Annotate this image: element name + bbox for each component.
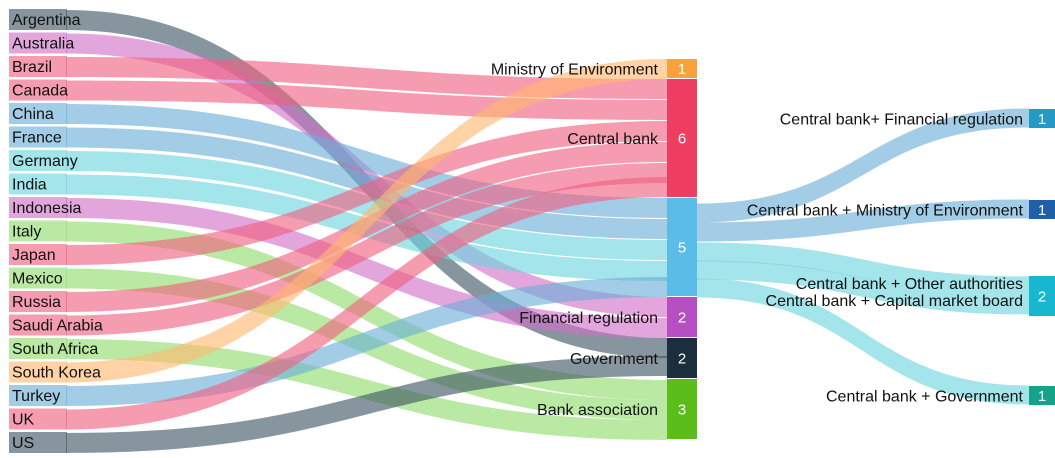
link-japan xyxy=(66,121,667,265)
country-bar-mexico xyxy=(9,267,67,289)
right-node-label-central-bank-financial-regulation: Central bank+ Financial regulation xyxy=(780,112,1023,129)
country-bar-china xyxy=(9,103,67,124)
link-right-3 xyxy=(697,242,1029,296)
link-uk xyxy=(66,177,667,430)
link-indonesia xyxy=(66,198,667,338)
country-label-brazil: Brazil xyxy=(12,59,52,76)
country-label-mexico: Mexico xyxy=(12,271,63,288)
right-node-value-3: 2 xyxy=(1038,289,1046,306)
country-bar-italy xyxy=(9,220,67,242)
right-node-box-3 xyxy=(1029,276,1055,316)
link-us xyxy=(66,356,667,453)
right-node-box-2 xyxy=(1029,200,1055,219)
right-node-box-4 xyxy=(1029,386,1055,405)
country-label-south-africa: South Africa xyxy=(12,341,98,358)
right-node-value-4: 1 xyxy=(1038,388,1046,405)
country-bar-russia xyxy=(9,291,67,312)
link-saudi-arabia xyxy=(66,163,667,336)
country-label-germany: Germany xyxy=(12,153,78,170)
right-node-label-central-bank-ministry-of-environment: Central bank + Ministry of Environment xyxy=(747,203,1024,220)
country-label-south-korea: South Korea xyxy=(12,365,101,382)
country-label-us: US xyxy=(12,435,34,452)
node-box-financial-regulation xyxy=(667,297,697,337)
country-label-india: India xyxy=(12,177,47,194)
link-turkey xyxy=(66,277,667,406)
node-label-central-bank: Central bank xyxy=(567,131,659,148)
country-bar-france xyxy=(9,126,67,148)
node-box-ministry-of-environment xyxy=(667,59,697,78)
country-bar-uk xyxy=(9,408,67,430)
country-label-indonesia: Indonesia xyxy=(12,200,81,217)
node-label-financial-regulation: Financial regulation xyxy=(519,310,658,327)
country-label-japan: Japan xyxy=(12,247,56,264)
link-right-2 xyxy=(697,199,1029,242)
right-node-value-1: 1 xyxy=(1038,111,1046,128)
country-label-france: France xyxy=(12,130,62,147)
node-value-4: 2 xyxy=(678,310,686,327)
country-bar-canada xyxy=(9,79,67,101)
node-value-3: 5 xyxy=(678,240,686,257)
country-bar-india xyxy=(9,173,67,195)
country-label-italy: Italy xyxy=(12,224,41,241)
link-brazil xyxy=(66,57,667,99)
country-label-turkey: Turkey xyxy=(12,388,60,405)
node-label-government: Government xyxy=(570,351,659,368)
right-node-box-1 xyxy=(1029,109,1055,128)
country-bar-japan xyxy=(9,244,67,265)
country-bar-australia xyxy=(9,32,67,54)
country-labels: Argentina Australia Brazil Canada China Franc… xyxy=(9,9,103,453)
node-box-bank-association xyxy=(667,379,697,439)
link-right-5 xyxy=(697,278,1029,405)
links-layer xyxy=(66,10,1029,453)
node-box-central-bank xyxy=(667,79,697,197)
node-box-central-bank-plus-other xyxy=(667,198,697,296)
country-label-canada: Canada xyxy=(12,83,68,100)
link-right-4 xyxy=(697,260,1029,315)
country-bar-germany xyxy=(9,150,67,171)
country-bar-turkey xyxy=(9,385,67,406)
node-box-government xyxy=(667,338,697,378)
node-label-ministry-of-environment: Ministry of Environment xyxy=(491,62,659,79)
node-label-bank-association: Bank association xyxy=(537,402,658,419)
country-label-australia: Australia xyxy=(12,36,74,53)
link-south-korea xyxy=(66,59,667,383)
country-label-argentina: Argentina xyxy=(12,12,81,29)
country-bar-brazil xyxy=(9,56,67,77)
right-node-label-central-bank-capital-market-board: Central bank + Capital market board xyxy=(766,293,1023,310)
country-bar-indonesia xyxy=(9,197,67,218)
country-bar-south-korea xyxy=(9,361,67,383)
right-nodes: 1 Central bank+ Financial regulation 1 Cent… xyxy=(747,109,1055,406)
node-value-6: 3 xyxy=(678,402,686,419)
country-bar-us xyxy=(9,432,67,453)
right-node-label-central-bank-other-authorities: Central bank + Other authorities xyxy=(796,276,1023,293)
country-label-uk: UK xyxy=(12,412,35,429)
link-right-1 xyxy=(697,108,1029,223)
country-bar-saudi-arabia xyxy=(9,314,67,336)
country-label-china: China xyxy=(12,106,54,123)
middle-nodes: 1 Ministry of Environment 6 Central bank 5 2 F… xyxy=(491,59,697,439)
node-value-2: 6 xyxy=(678,131,686,148)
node-value-1: 1 xyxy=(678,61,686,78)
right-node-label-central-bank-government: Central bank + Government xyxy=(826,389,1024,406)
node-value-5: 2 xyxy=(678,351,686,368)
country-label-saudi-arabia: Saudi Arabia xyxy=(12,318,103,335)
country-label-russia: Russia xyxy=(12,294,61,311)
link-south-africa xyxy=(66,339,667,440)
right-node-value-2: 1 xyxy=(1038,202,1046,219)
link-germany xyxy=(66,151,667,260)
country-bar-argentina xyxy=(9,9,67,30)
country-bar-south-africa xyxy=(9,338,67,359)
